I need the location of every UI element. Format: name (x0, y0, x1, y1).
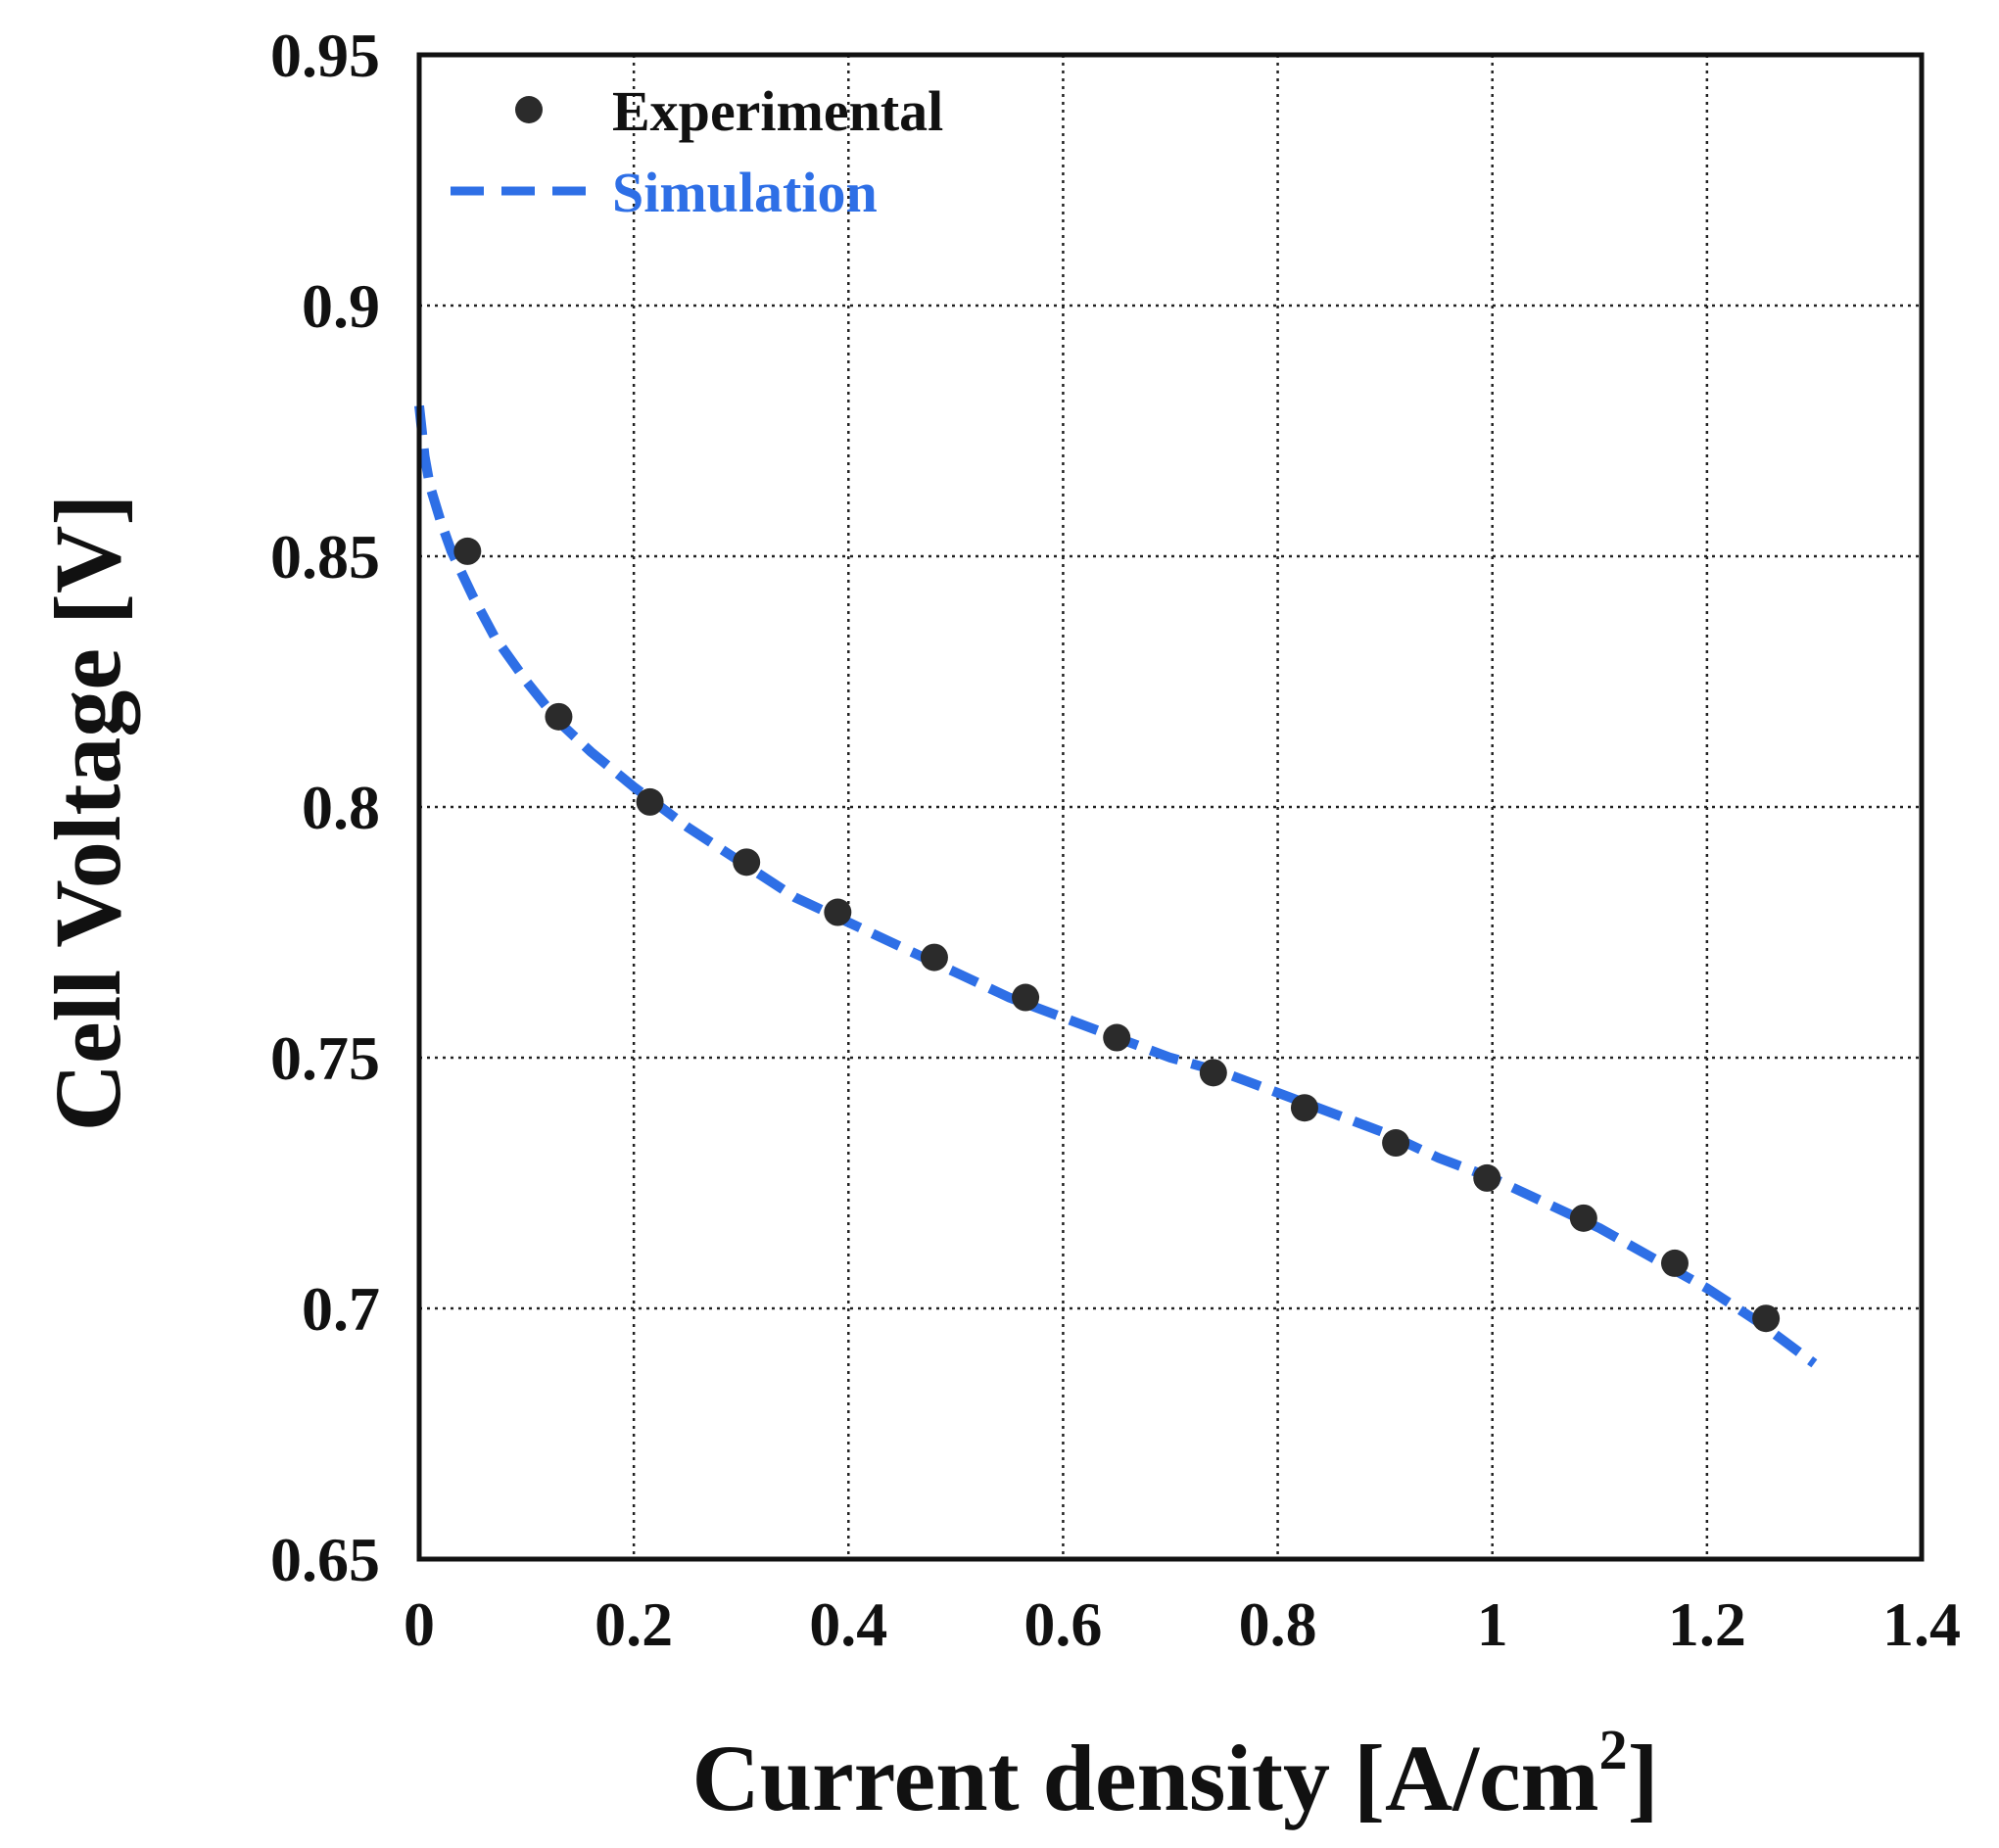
y-axis-ticks: 0.65 0.7 0.75 0.8 0.85 0.9 0.95 (270, 21, 380, 1594)
x-tick-label: 0.8 (1239, 1589, 1317, 1659)
y-tick-label: 0.75 (270, 1023, 380, 1093)
x-tick-label: 0.4 (809, 1589, 887, 1659)
simulation-series (414, 404, 1818, 1368)
experimental-point (1103, 1023, 1131, 1052)
y-tick-label: 0.65 (270, 1525, 380, 1594)
x-tick-label: 1.2 (1668, 1589, 1746, 1659)
experimental-point (1012, 983, 1040, 1012)
y-tick-label: 0.95 (270, 21, 380, 90)
legend-experimental-label: Experimental (612, 79, 943, 143)
legend: Experimental Simulation (451, 79, 943, 224)
x-axis-title-suffix: ] (1628, 1726, 1659, 1830)
grid (419, 55, 1922, 1559)
x-tick-label: 0.6 (1023, 1589, 1102, 1659)
experimental-point (1382, 1129, 1410, 1158)
plot-frame (416, 52, 1925, 1562)
y-tick-label: 0.9 (302, 271, 380, 341)
experimental-point (1569, 1204, 1597, 1232)
x-tick-label: 1.4 (1882, 1589, 1961, 1659)
x-axis-title: Current density [A/cm2] (691, 1718, 1658, 1830)
x-tick-label: 1 (1477, 1589, 1508, 1659)
experimental-point (1473, 1163, 1501, 1192)
experimental-point (1752, 1304, 1781, 1333)
y-tick-label: 0.8 (302, 773, 380, 842)
x-axis-title-superscript: 2 (1599, 1718, 1628, 1781)
experimental-series (453, 537, 1781, 1333)
experimental-point (920, 943, 948, 971)
legend-experimental-marker (515, 96, 543, 123)
x-axis-title-main: Current density [A/cm (691, 1726, 1598, 1830)
experimental-point (1199, 1059, 1227, 1087)
experimental-point (733, 848, 761, 877)
y-tick-label: 0.7 (302, 1274, 380, 1344)
experimental-point (824, 898, 852, 926)
simulation-line (414, 404, 1818, 1368)
x-tick-label: 0 (404, 1589, 435, 1659)
y-tick-label: 0.85 (270, 522, 380, 592)
experimental-point (545, 702, 573, 731)
legend-simulation-label: Simulation (612, 161, 878, 224)
experimental-point (1290, 1094, 1318, 1122)
x-tick-label: 0.2 (595, 1589, 673, 1659)
x-axis-ticks: 0 0.2 0.4 0.6 0.8 1 1.2 1.4 (404, 1589, 1961, 1659)
y-axis-title: Cell Voltage [V] (35, 495, 140, 1132)
experimental-point (1660, 1249, 1689, 1277)
experimental-point (453, 537, 482, 565)
experimental-point (636, 787, 664, 816)
